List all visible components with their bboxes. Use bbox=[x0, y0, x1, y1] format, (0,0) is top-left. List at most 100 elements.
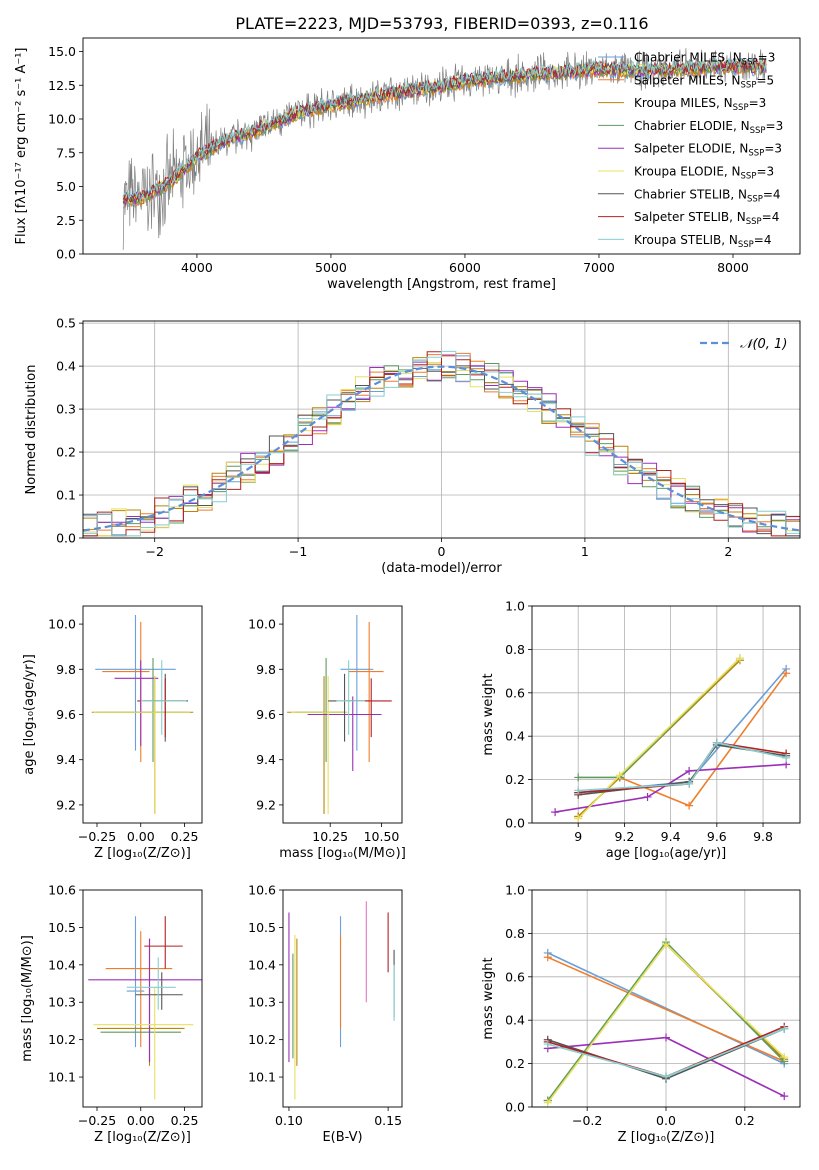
mass-weight-marker bbox=[782, 669, 791, 678]
plot-area bbox=[543, 938, 789, 1107]
mass-weight-marker bbox=[551, 808, 560, 817]
x-tick-label: 0.25 bbox=[171, 1113, 199, 1128]
legend-label-main: Kroupa ELODIE, N bbox=[634, 165, 741, 179]
x-tick-label: 7000 bbox=[583, 260, 615, 275]
y-tick-label: 10.0 bbox=[48, 617, 76, 632]
y-tick-label: 10.4 bbox=[48, 957, 76, 972]
y-axis-label: mass [log₁₀(M/M⊙)] bbox=[20, 935, 35, 1062]
axes-frame bbox=[82, 605, 203, 824]
mass-weight-line-9 bbox=[578, 741, 787, 792]
x-tick-label: 0.00 bbox=[127, 1113, 155, 1128]
mass-weight-marker bbox=[574, 773, 583, 782]
legend-label-main: Chabrier ELODIE, N bbox=[634, 119, 750, 133]
legend-label-tail: =3 bbox=[764, 142, 782, 156]
y-tick-label: 9.2 bbox=[256, 797, 276, 812]
legend-label-sub: SSP bbox=[750, 126, 766, 136]
y-tick-label: 10.0 bbox=[48, 112, 76, 127]
residual-histogram-9 bbox=[83, 350, 800, 537]
x-tick-label: 0.2 bbox=[735, 1113, 755, 1128]
mass-vs-metallicity-plot: −0.25 0.00 0.25 10.1 10.2 10.3 10.4 10.5 10.6 Z [… bbox=[20, 883, 203, 1145]
y-tick-label: 0.0 bbox=[56, 247, 76, 262]
plot-area bbox=[287, 615, 392, 814]
axes-frame bbox=[282, 889, 403, 1108]
legend-label-4: Chabrier ELODIE, NSSP=3 bbox=[634, 119, 783, 136]
y-tick-label: 10.1 bbox=[248, 1070, 276, 1085]
x-tick-label: −0.25 bbox=[78, 829, 116, 844]
y-tick-label: 0.0 bbox=[505, 816, 525, 831]
y-tick-label: 10.2 bbox=[48, 1032, 76, 1047]
mass-weight-marker bbox=[780, 1092, 789, 1101]
legend-label-main: Chabrier MILES, N bbox=[634, 51, 742, 65]
plot-area bbox=[88, 916, 202, 1100]
legend-label-main: Kroupa STELIB, N bbox=[634, 233, 738, 247]
x-axis-label: Z [log₁₀(Z/Z⊙)] bbox=[618, 1130, 715, 1145]
plot-area bbox=[122, 48, 767, 250]
legend-label-main: Kroupa MILES, N bbox=[634, 96, 733, 110]
axes-frame bbox=[531, 889, 801, 1108]
legend-label-sub: SSP bbox=[747, 194, 763, 204]
legend-label-gaussian: 𝒩(0, 1) bbox=[740, 337, 787, 352]
legend-label-main: Salpeter STELIB, N bbox=[634, 210, 746, 224]
x-tick-label: 2 bbox=[724, 544, 732, 559]
legend-label-tail: =3 bbox=[766, 119, 784, 133]
mass-weight-marker bbox=[543, 1098, 552, 1107]
mass-weight-line-4 bbox=[578, 657, 741, 779]
legend-label-sub: SSP bbox=[741, 172, 757, 182]
y-tick-label: 9.2 bbox=[56, 797, 76, 812]
mass-weight-marker bbox=[735, 654, 744, 663]
y-tick-label: 12.5 bbox=[48, 78, 76, 93]
x-tick-label: 9.4 bbox=[661, 829, 681, 844]
y-tick-label: 9.8 bbox=[56, 662, 76, 677]
plot-area bbox=[91, 615, 194, 814]
y-tick-label: 9.4 bbox=[56, 752, 76, 767]
x-axis-label: age [log₁₀(age/yr)] bbox=[606, 846, 727, 861]
y-tick-label: 10.6 bbox=[248, 883, 276, 898]
y-axis-label: Flux [fλ10⁻¹⁷ erg cm⁻² s⁻¹ A⁻¹] bbox=[14, 48, 29, 245]
axes-frame bbox=[82, 37, 801, 255]
x-tick-label: −2 bbox=[145, 544, 163, 559]
legend-label-main: Salpeter MILES, N bbox=[634, 73, 741, 87]
age-vs-mass-plot: 10.25 10.50 9.2 9.4 9.6 9.8 10.0 mass [log₁₀(M/… bbox=[248, 605, 406, 861]
y-tick-label: 10.2 bbox=[248, 1032, 276, 1047]
mass-weight-marker bbox=[543, 953, 552, 962]
y-tick-label: 10.0 bbox=[248, 617, 276, 632]
y-tick-label: 10.5 bbox=[248, 920, 276, 935]
legend-label-tail: =4 bbox=[754, 233, 772, 247]
plot-area bbox=[288, 901, 395, 1100]
x-tick-label: 0.00 bbox=[127, 829, 155, 844]
x-tick-label: 0.10 bbox=[275, 1113, 303, 1128]
y-tick-label: 0.4 bbox=[56, 359, 76, 374]
x-tick-label: 10.50 bbox=[364, 829, 400, 844]
x-tick-label: 0.25 bbox=[171, 829, 199, 844]
legend-label-main: Salpeter ELODIE, N bbox=[634, 142, 748, 156]
x-tick-label: 1 bbox=[581, 544, 589, 559]
legend-label-tail: =3 bbox=[749, 96, 767, 110]
y-tick-label: 0.0 bbox=[505, 1100, 525, 1115]
x-tick-label: 9.2 bbox=[614, 829, 634, 844]
x-axis-label: mass [log₁₀(M/M⊙)] bbox=[279, 846, 406, 861]
y-tick-label: 0.8 bbox=[505, 642, 525, 657]
x-axis-label: Z [log₁₀(Z/Z⊙)] bbox=[94, 846, 191, 861]
y-tick-label: 10.3 bbox=[48, 995, 76, 1010]
x-tick-label: 9.6 bbox=[707, 829, 727, 844]
y-tick-label: 10.3 bbox=[248, 995, 276, 1010]
mass-weight-marker bbox=[662, 1033, 670, 1042]
mass-weight-marker bbox=[685, 766, 694, 775]
x-tick-label: −0.25 bbox=[78, 1113, 116, 1128]
mass-weight-marker bbox=[615, 771, 624, 780]
mass-weight-marker bbox=[643, 792, 652, 801]
legend-label-main: Chabrier STELIB, N bbox=[634, 187, 747, 201]
x-axis-label: (data-model)/error bbox=[381, 561, 502, 576]
mass-vs-ebv-plot: 0.10 0.15 10.1 10.2 10.3 10.4 10.5 10.6 E(B-V) bbox=[248, 883, 403, 1145]
x-tick-label: 4000 bbox=[181, 260, 213, 275]
x-tick-label: 5000 bbox=[315, 260, 347, 275]
mass-weight-marker bbox=[662, 1072, 670, 1081]
y-tick-label: 10.1 bbox=[48, 1070, 76, 1085]
plot-area bbox=[551, 654, 791, 823]
legend-label-tail: =5 bbox=[756, 73, 774, 87]
y-tick-label: 0.2 bbox=[505, 1056, 525, 1071]
y-tick-label: 10.5 bbox=[48, 920, 76, 935]
y-tick-label: 9.4 bbox=[256, 752, 276, 767]
x-tick-label: 9 bbox=[574, 829, 582, 844]
mass-weight-marker bbox=[712, 738, 721, 747]
